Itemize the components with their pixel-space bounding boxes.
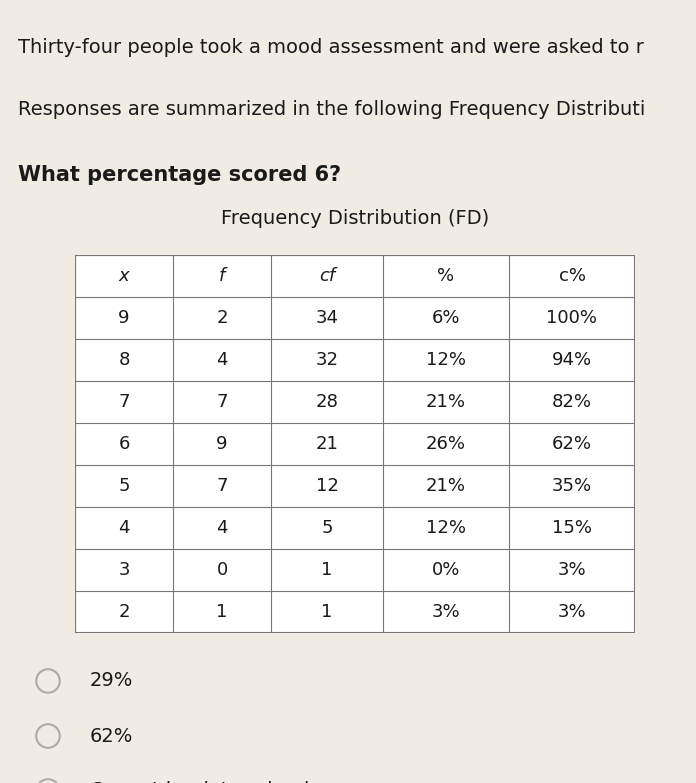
Text: 4: 4 xyxy=(216,351,228,369)
Text: 34: 34 xyxy=(315,309,338,327)
Text: 0: 0 xyxy=(216,561,228,579)
Text: Frequency Distribution (FD): Frequency Distribution (FD) xyxy=(221,209,489,228)
Text: 29%: 29% xyxy=(90,672,134,691)
Text: 7: 7 xyxy=(216,477,228,495)
Text: 9: 9 xyxy=(118,309,129,327)
Text: 12%: 12% xyxy=(426,351,466,369)
Text: %: % xyxy=(438,267,454,285)
Text: 21%: 21% xyxy=(426,477,466,495)
Text: 28: 28 xyxy=(315,393,338,411)
Text: 35%: 35% xyxy=(552,477,592,495)
Text: 32: 32 xyxy=(315,351,338,369)
Text: x: x xyxy=(119,267,129,285)
Text: 1: 1 xyxy=(216,603,228,621)
Text: 4: 4 xyxy=(216,519,228,537)
Text: 62%: 62% xyxy=(552,435,592,453)
Text: Responses are summarized in the following Frequency Distributi: Responses are summarized in the followin… xyxy=(18,100,645,119)
Text: 4: 4 xyxy=(118,519,129,537)
Text: 26%: 26% xyxy=(426,435,466,453)
Text: 12: 12 xyxy=(315,477,338,495)
Text: cf: cf xyxy=(319,267,335,285)
Text: 1: 1 xyxy=(322,603,333,621)
Text: 82%: 82% xyxy=(552,393,592,411)
Text: f: f xyxy=(219,267,226,285)
Text: 1: 1 xyxy=(322,561,333,579)
Text: 94%: 94% xyxy=(552,351,592,369)
Text: 5: 5 xyxy=(118,477,129,495)
Text: What percentage scored 6?: What percentage scored 6? xyxy=(18,165,341,185)
Text: 62%: 62% xyxy=(90,727,134,745)
Text: 0%: 0% xyxy=(432,561,460,579)
Text: 7: 7 xyxy=(216,393,228,411)
Text: 21: 21 xyxy=(315,435,338,453)
Text: 6%: 6% xyxy=(432,309,460,327)
Text: 8: 8 xyxy=(118,351,129,369)
Text: 6: 6 xyxy=(118,435,129,453)
Text: 9: 9 xyxy=(216,435,228,453)
Text: 2: 2 xyxy=(216,309,228,327)
Text: Cannot be determined.: Cannot be determined. xyxy=(90,781,315,783)
Text: 3%: 3% xyxy=(557,603,586,621)
Text: Thirty-four people took a mood assessment and were asked to r: Thirty-four people took a mood assessmen… xyxy=(18,38,644,57)
Text: 3: 3 xyxy=(118,561,129,579)
Text: 3%: 3% xyxy=(557,561,586,579)
Text: 21%: 21% xyxy=(426,393,466,411)
Text: 5: 5 xyxy=(322,519,333,537)
Text: 3%: 3% xyxy=(432,603,460,621)
Text: 15%: 15% xyxy=(552,519,592,537)
Text: 7: 7 xyxy=(118,393,129,411)
Text: c%: c% xyxy=(558,267,585,285)
Text: 12%: 12% xyxy=(426,519,466,537)
Text: 100%: 100% xyxy=(546,309,597,327)
Text: 2: 2 xyxy=(118,603,129,621)
